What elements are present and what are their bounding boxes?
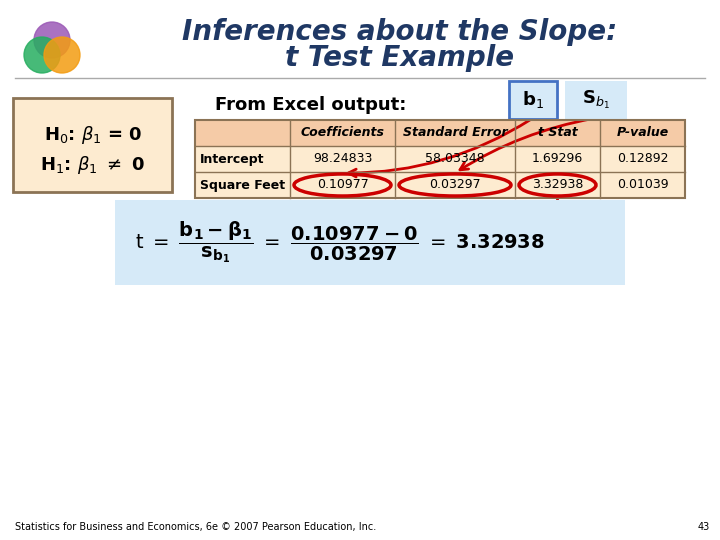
Circle shape bbox=[44, 37, 80, 73]
Circle shape bbox=[34, 22, 70, 58]
Text: H$_1$: $\beta_1$ $\neq$ 0: H$_1$: $\beta_1$ $\neq$ 0 bbox=[40, 154, 145, 176]
Text: 0.10977: 0.10977 bbox=[317, 179, 369, 192]
Text: Square Feet: Square Feet bbox=[200, 179, 285, 192]
Text: From Excel output:: From Excel output: bbox=[215, 96, 406, 114]
Text: t Test Example: t Test Example bbox=[285, 44, 515, 72]
Bar bbox=[195, 146, 685, 172]
Text: H$_0$: $\beta_1$ = 0: H$_0$: $\beta_1$ = 0 bbox=[44, 124, 143, 146]
FancyBboxPatch shape bbox=[13, 98, 172, 192]
FancyBboxPatch shape bbox=[509, 81, 557, 119]
FancyBboxPatch shape bbox=[565, 81, 627, 119]
Bar bbox=[195, 120, 685, 146]
Text: 0.01039: 0.01039 bbox=[617, 179, 668, 192]
Text: 0.03297: 0.03297 bbox=[429, 179, 481, 192]
Text: Inferences about the Slope:: Inferences about the Slope: bbox=[182, 18, 618, 46]
Text: Coefficients: Coefficients bbox=[300, 126, 384, 139]
Text: 0.12892: 0.12892 bbox=[617, 152, 668, 165]
Text: 1.69296: 1.69296 bbox=[532, 152, 583, 165]
Bar bbox=[195, 172, 685, 198]
Text: t Stat: t Stat bbox=[538, 126, 577, 139]
Text: b$_1$: b$_1$ bbox=[522, 90, 544, 111]
Text: 3.32938: 3.32938 bbox=[532, 179, 583, 192]
Bar bbox=[115, 200, 625, 285]
Text: Intercept: Intercept bbox=[200, 152, 264, 165]
Text: S$_{b_1}$: S$_{b_1}$ bbox=[582, 89, 610, 111]
Text: 43: 43 bbox=[698, 522, 710, 532]
Text: t $=$ $\dfrac{\mathbf{b_1 - \beta_1}}{\mathbf{s_{b_1}}}$ $=$ $\dfrac{\mathbf{0.1: t $=$ $\dfrac{\mathbf{b_1 - \beta_1}}{\m… bbox=[135, 220, 545, 265]
Text: Standard Error: Standard Error bbox=[402, 126, 508, 139]
Circle shape bbox=[24, 37, 60, 73]
Bar bbox=[195, 120, 685, 198]
Text: 58.03348: 58.03348 bbox=[426, 152, 485, 165]
Text: 98.24833: 98.24833 bbox=[312, 152, 372, 165]
Text: Statistics for Business and Economics, 6e © 2007 Pearson Education, Inc.: Statistics for Business and Economics, 6… bbox=[15, 522, 377, 532]
Text: P-value: P-value bbox=[616, 126, 669, 139]
